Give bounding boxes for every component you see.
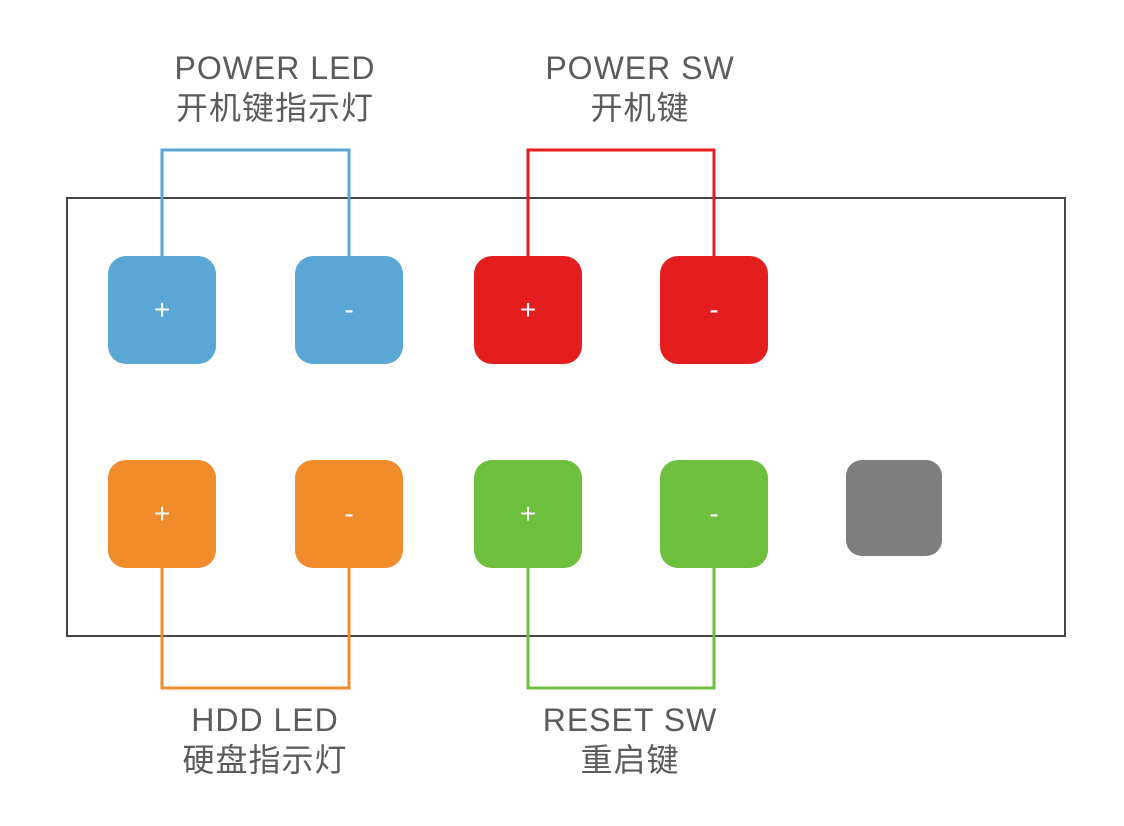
reset-sw-pin-minus: - xyxy=(660,460,768,568)
reset-sw-label-zh: 重启键 xyxy=(530,740,730,780)
hdd-led-label-en: HDD LED xyxy=(155,700,375,740)
power-sw-label-zh: 开机键 xyxy=(530,88,750,128)
power-sw-pin-minus: - xyxy=(660,256,768,364)
reset-sw-pin-plus: + xyxy=(474,460,582,568)
power-sw-pin-plus: + xyxy=(474,256,582,364)
power-sw-label: POWER SW开机键 xyxy=(530,48,750,128)
spare-pin xyxy=(846,460,942,556)
reset-sw-label: RESET SW重启键 xyxy=(530,700,730,780)
diagram-canvas: POWER LED开机键指示灯+-POWER SW开机键+-HDD LED硬盘指… xyxy=(0,0,1124,826)
hdd-led-pin-plus: + xyxy=(108,460,216,568)
power-led-pin-minus: - xyxy=(295,256,403,364)
hdd-led-label: HDD LED硬盘指示灯 xyxy=(155,700,375,780)
reset-sw-label-en: RESET SW xyxy=(530,700,730,740)
power-led-label: POWER LED开机键指示灯 xyxy=(145,48,405,128)
hdd-led-pin-minus: - xyxy=(295,460,403,568)
hdd-led-label-zh: 硬盘指示灯 xyxy=(155,740,375,780)
power-led-label-zh: 开机键指示灯 xyxy=(145,88,405,128)
power-sw-label-en: POWER SW xyxy=(530,48,750,88)
power-led-label-en: POWER LED xyxy=(145,48,405,88)
power-led-pin-plus: + xyxy=(108,256,216,364)
